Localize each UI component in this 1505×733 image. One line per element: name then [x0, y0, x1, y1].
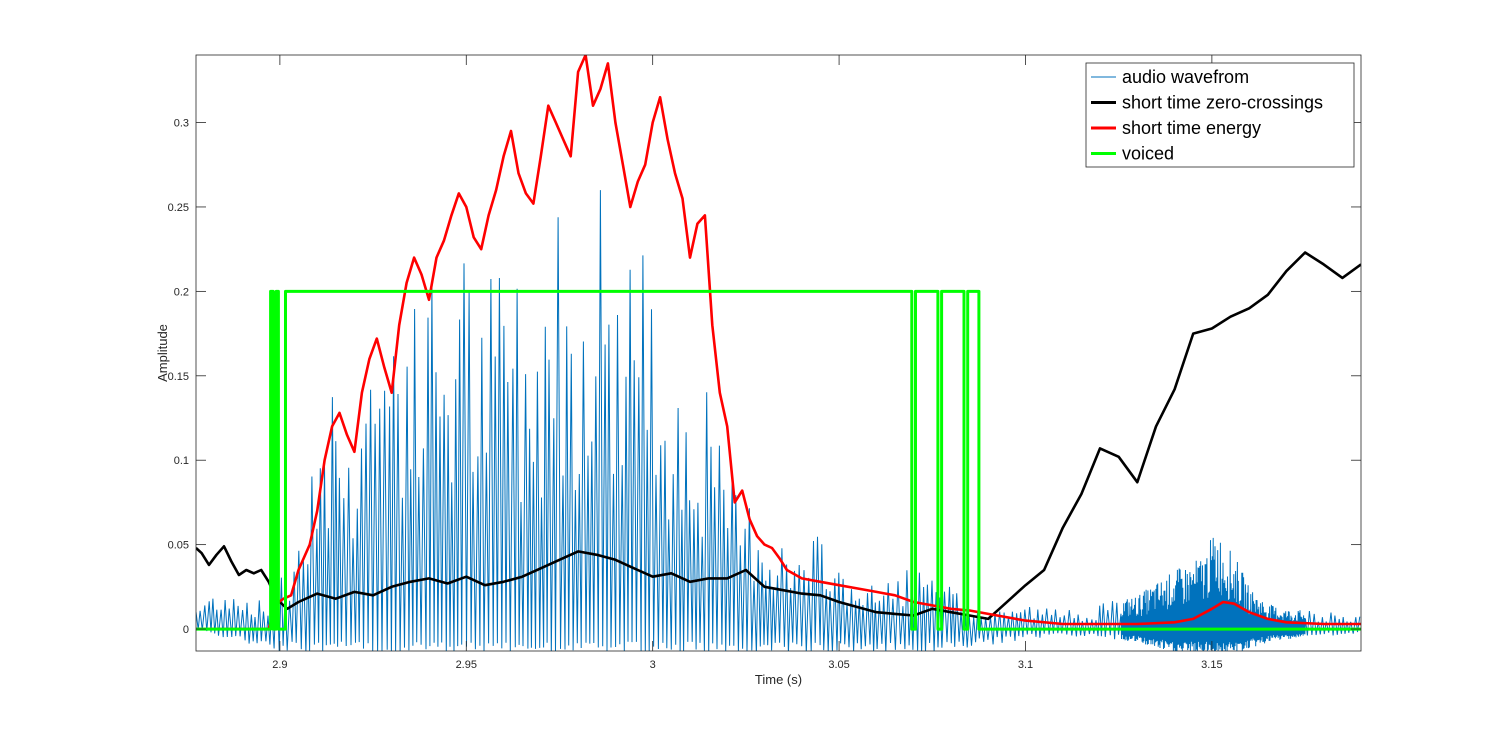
legend: audio wavefrom short time zero-crossings s… — [1085, 62, 1355, 168]
series-line-audio-wavefrom — [196, 190, 1361, 651]
x-tick-label: 3.05 — [828, 659, 849, 671]
legend-label-audio-wavefrom: audio wavefrom — [1122, 67, 1249, 87]
y-tick-label: 0.15 — [168, 371, 189, 383]
legend-label-voiced: voiced — [1122, 144, 1174, 164]
plot-frame — [195, 54, 1362, 652]
y-tick-label: 0.05 — [168, 540, 189, 552]
y-axis-label: Amplitude — [155, 324, 170, 382]
legend-label-short-time-zero-crossings: short time zero-crossings — [1122, 93, 1323, 113]
y-tick-label: 0.25 — [168, 202, 189, 214]
series-line-voiced — [196, 289, 1361, 631]
y-tick-label: 0.3 — [174, 118, 189, 130]
x-tick-label: 2.95 — [456, 659, 477, 671]
ticks-layer: 2.9 2.95 3 3.05 3.1 3.15 0 0.05 0.1 0.15 0.2 0.25 0.… — [168, 55, 1361, 671]
y-tick-label: 0.1 — [174, 455, 189, 467]
x-tick-label: 3 — [650, 659, 656, 671]
legend-box — [1085, 62, 1355, 168]
x-tick-label: 3.15 — [1201, 659, 1222, 671]
y-tick-label: 0.2 — [174, 286, 189, 298]
series-line-short-time-energy — [196, 55, 1361, 631]
legend-label-short-time-energy: short time energy — [1122, 118, 1261, 138]
x-tick-label: 2.9 — [272, 659, 287, 671]
series-layer — [196, 55, 1361, 651]
x-axis-label: Time (s) — [755, 672, 802, 687]
x-tick-label: 3.1 — [1018, 659, 1033, 671]
y-tick-label: 0 — [183, 624, 189, 636]
